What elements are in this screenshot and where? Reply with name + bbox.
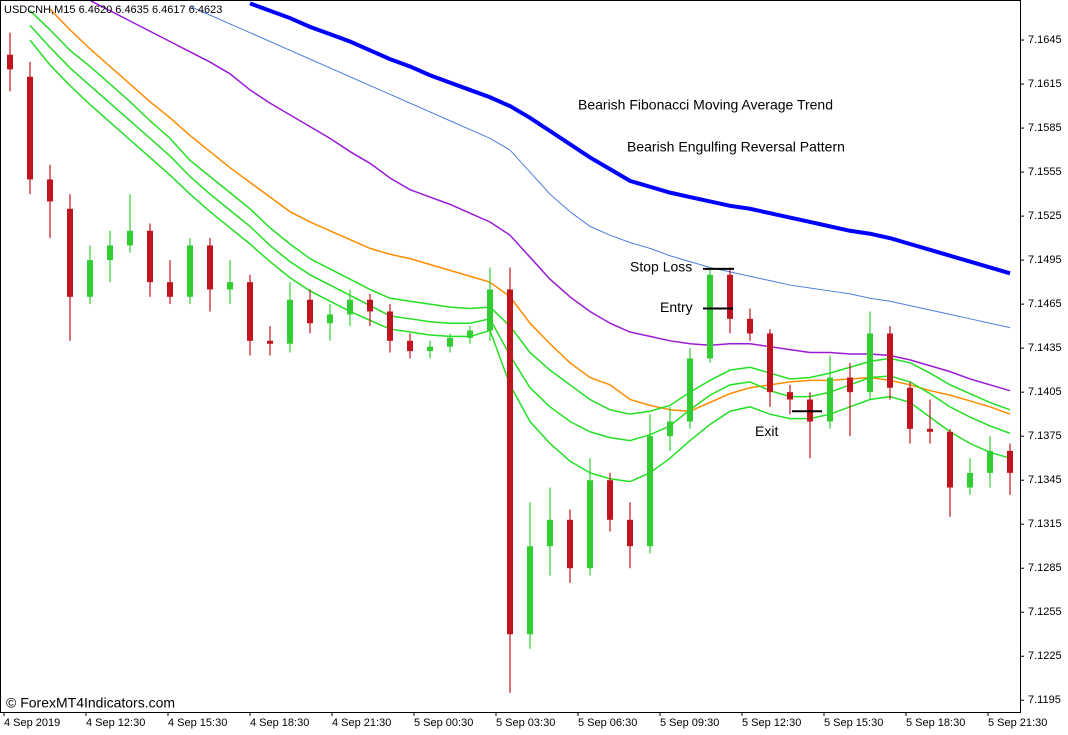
moving-average — [29, 24, 1011, 442]
candle-body — [207, 245, 213, 290]
candle-body — [767, 333, 773, 393]
y-tick-label: 7.1495 — [1028, 254, 1062, 266]
candle-body — [327, 314, 333, 324]
candle-body — [567, 519, 573, 569]
x-tick-label: 5 Sep 00:30 — [414, 717, 473, 729]
candle-body — [307, 299, 313, 324]
x-tick-label: 5 Sep 18:30 — [906, 717, 965, 729]
y-tick-label: 7.1615 — [1028, 78, 1062, 90]
candle-body — [947, 431, 953, 488]
candle-body — [887, 333, 893, 388]
level-label: Stop Loss — [630, 259, 692, 275]
x-tick-label: 5 Sep 12:30 — [742, 717, 801, 729]
candle-body — [847, 377, 853, 393]
candle-body — [607, 480, 613, 520]
candle-body — [247, 282, 253, 341]
candle-body — [787, 392, 793, 400]
candle-body — [287, 299, 293, 344]
x-tick-label: 5 Sep 21:30 — [988, 717, 1047, 729]
candle-body — [587, 480, 593, 569]
y-tick-label: 7.1345 — [1028, 474, 1062, 486]
symbol-header: USDCNH,M15 6.4620 6.4635 6.4617 6.4623 — [4, 4, 222, 16]
y-tick-label: 7.1555 — [1028, 166, 1062, 178]
moving-average — [29, 10, 1011, 415]
candle-body — [347, 299, 353, 315]
candle-body — [667, 421, 673, 437]
candle-body — [987, 450, 993, 473]
candle-body — [227, 282, 233, 290]
x-tick-label: 5 Sep 09:30 — [660, 717, 719, 729]
y-tick-label: 7.1465 — [1028, 298, 1062, 310]
moving-average — [189, 5, 1011, 329]
x-tick-label: 4 Sep 2019 — [4, 717, 60, 729]
candle-body — [367, 299, 373, 312]
y-tick-label: 7.1585 — [1028, 122, 1062, 134]
candle-body — [1007, 450, 1013, 473]
candle-body — [967, 472, 973, 488]
x-tick-label: 4 Sep 18:30 — [250, 717, 309, 729]
annotation: Bearish Engulfing Reversal Pattern — [627, 139, 845, 155]
candle-body — [87, 260, 93, 297]
y-tick-label: 7.1255 — [1028, 606, 1062, 618]
y-tick-label: 7.1525 — [1028, 210, 1062, 222]
x-tick-label: 5 Sep 06:30 — [578, 717, 637, 729]
candle-body — [507, 289, 513, 635]
x-tick-label: 4 Sep 15:30 — [168, 717, 227, 729]
candle-body — [67, 208, 73, 297]
candle-body — [647, 436, 653, 547]
moving-average — [29, 39, 1011, 483]
y-tick-label: 7.1435 — [1028, 342, 1062, 354]
candle-body — [487, 289, 493, 331]
y-tick-label: 7.1195 — [1028, 694, 1061, 706]
candle-body — [267, 340, 273, 344]
candle-body — [727, 274, 733, 319]
candle-body — [147, 230, 153, 283]
candle-body — [187, 245, 193, 297]
annotation: Bearish Fibonacci Moving Average Trend — [578, 97, 833, 113]
y-tick-label: 7.1405 — [1028, 386, 1062, 398]
x-tick-label: 5 Sep 03:30 — [496, 717, 555, 729]
candle-body — [47, 179, 53, 202]
x-tick-label: 5 Sep 15:30 — [824, 717, 883, 729]
candle-body — [527, 546, 533, 635]
candle-body — [27, 76, 33, 180]
candle-body — [827, 377, 833, 422]
candle-body — [547, 519, 553, 547]
y-tick-label: 7.1285 — [1028, 562, 1062, 574]
candle-body — [747, 318, 753, 334]
candle-body — [127, 230, 133, 246]
watermark: © ForexMT4Indicators.com — [6, 695, 175, 711]
candle-body — [107, 245, 113, 261]
moving-average — [249, 1, 1011, 276]
candle-body — [627, 519, 633, 547]
candle-body — [467, 330, 473, 338]
candle-body — [687, 358, 693, 422]
candle-body — [707, 274, 713, 359]
y-tick-label: 7.1225 — [1028, 650, 1062, 662]
plot — [7, 1, 1013, 693]
level-label: Entry — [660, 299, 693, 315]
x-tick-label: 4 Sep 21:30 — [332, 717, 391, 729]
y-tick-label: 7.1375 — [1028, 430, 1062, 442]
moving-average — [89, 1, 1011, 392]
x-tick-label: 4 Sep 12:30 — [86, 717, 145, 729]
candle-body — [447, 337, 453, 347]
candle-body — [427, 346, 433, 352]
y-tick-label: 7.1645 — [1028, 34, 1062, 46]
candle-body — [907, 387, 913, 429]
y-tick-label: 7.1315 — [1028, 518, 1062, 530]
candle-body — [407, 340, 413, 352]
candle-body — [167, 282, 173, 297]
candle-body — [927, 428, 933, 432]
candle-body — [387, 311, 393, 341]
candle-body — [7, 54, 13, 70]
candle-body — [867, 333, 873, 393]
level-label: Exit — [755, 423, 778, 439]
